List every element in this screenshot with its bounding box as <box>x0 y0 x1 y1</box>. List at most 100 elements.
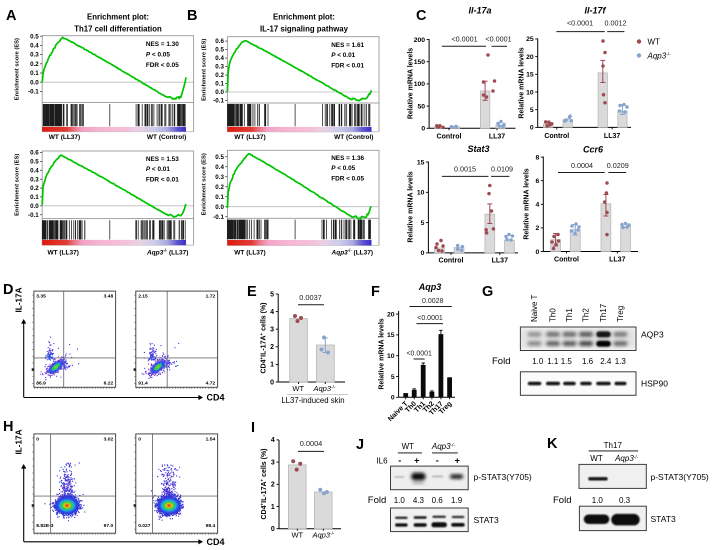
svg-text:0.1: 0.1 <box>215 194 224 201</box>
svg-text:D: D <box>3 282 13 298</box>
svg-text:-0.1: -0.1 <box>213 98 224 105</box>
svg-text:p-STAT3(Y705): p-STAT3(Y705) <box>474 472 532 482</box>
svg-text:WT: WT <box>292 384 304 393</box>
svg-text:LL37: LL37 <box>604 133 620 140</box>
svg-text:0.2: 0.2 <box>215 72 224 79</box>
svg-text:0.3: 0.3 <box>30 52 39 59</box>
svg-text:2: 2 <box>271 482 275 489</box>
svg-text:AQP3: AQP3 <box>641 330 664 340</box>
svg-text:4: 4 <box>270 309 274 316</box>
svg-text:100: 100 <box>414 81 426 88</box>
svg-text:0: 0 <box>536 249 540 256</box>
svg-text:3: 3 <box>270 327 274 334</box>
svg-text:0: 0 <box>270 379 274 386</box>
svg-text:WT (LL37): WT (LL37) <box>234 134 265 141</box>
svg-text:Aqp3-/-: Aqp3-/- <box>614 454 639 463</box>
svg-text:Relative mRNA levels: Relative mRNA levels <box>408 171 415 242</box>
svg-text:0: 0 <box>138 437 141 443</box>
svg-text:FDR < 0.05: FDR < 0.05 <box>331 175 364 182</box>
svg-text:98.4: 98.4 <box>206 523 216 529</box>
svg-text:2.4: 2.4 <box>600 357 612 366</box>
svg-text:Th2: Th2 <box>582 308 591 322</box>
svg-text:P < 0.01: P < 0.01 <box>146 166 170 173</box>
svg-text:HSP90: HSP90 <box>641 379 668 389</box>
svg-text:Enrichment plot:: Enrichment plot: <box>87 13 149 22</box>
svg-text:0.0: 0.0 <box>215 89 224 96</box>
svg-text:150: 150 <box>414 59 426 66</box>
svg-text:0.2: 0.2 <box>215 184 224 191</box>
svg-text:Th1: Th1 <box>565 308 574 322</box>
svg-text:0.4: 0.4 <box>30 43 39 50</box>
svg-text:4.72: 4.72 <box>206 380 216 386</box>
svg-text:Th0: Th0 <box>549 308 558 322</box>
svg-text:5: 5 <box>421 220 425 227</box>
svg-text:WT (Control): WT (Control) <box>334 134 373 141</box>
svg-text:1.0: 1.0 <box>394 496 406 505</box>
svg-text:-0.1: -0.1 <box>213 214 224 221</box>
svg-text:-: - <box>398 456 401 466</box>
svg-text:5: 5 <box>391 374 395 381</box>
svg-text:K: K <box>547 436 558 452</box>
svg-text:10: 10 <box>387 353 395 360</box>
svg-text:NES = 1.36: NES = 1.36 <box>331 155 364 162</box>
svg-text:FDR < 0.01: FDR < 0.01 <box>146 177 179 184</box>
svg-text:0.3: 0.3 <box>619 496 631 505</box>
svg-text:Enrichment score (ES): Enrichment score (ES) <box>15 154 21 216</box>
svg-text:Control: Control <box>544 133 569 140</box>
svg-text:1.1: 1.1 <box>547 357 559 366</box>
svg-text:0.0037: 0.0037 <box>299 293 322 302</box>
svg-text:5: 5 <box>530 107 534 114</box>
svg-text:FDR < 0.05: FDR < 0.05 <box>146 62 179 69</box>
svg-text:Relative mRNA levels: Relative mRNA levels <box>408 48 415 119</box>
svg-text:0.0: 0.0 <box>30 79 39 86</box>
svg-text:Il-17f: Il-17f <box>584 6 606 16</box>
svg-text:B: B <box>187 8 197 24</box>
svg-text:0.3: 0.3 <box>30 176 39 183</box>
svg-text:CD4+IL-17A+ cells (%): CD4+IL-17A+ cells (%) <box>259 302 268 373</box>
svg-text:0.1: 0.1 <box>30 70 39 77</box>
svg-text:1: 1 <box>270 362 274 369</box>
svg-text:1.0: 1.0 <box>532 357 544 366</box>
svg-text:0.0004: 0.0004 <box>571 161 593 170</box>
svg-text:Fold: Fold <box>553 495 571 506</box>
svg-text:0.3: 0.3 <box>215 174 224 181</box>
svg-text:-0.1: -0.1 <box>28 89 39 96</box>
svg-text:4: 4 <box>271 437 275 444</box>
svg-text:P < 0.01: P < 0.01 <box>331 52 355 59</box>
svg-text:IL-17 signaling pathway: IL-17 signaling pathway <box>260 24 349 33</box>
svg-text:LL37: LL37 <box>492 258 508 265</box>
svg-text:NES = 1.53: NES = 1.53 <box>146 156 179 163</box>
svg-text:H: H <box>3 419 13 435</box>
svg-text:1.6: 1.6 <box>582 357 594 366</box>
svg-text:Aqp3-/-: Aqp3-/- <box>431 442 456 451</box>
svg-text:Th17 cell differentiation: Th17 cell differentiation <box>74 24 162 33</box>
svg-text:J: J <box>356 437 364 453</box>
svg-text:25: 25 <box>526 36 534 43</box>
svg-text:5: 5 <box>270 291 274 298</box>
svg-text:+: + <box>414 456 419 466</box>
svg-text:Aqp3-/-: Aqp3-/- <box>647 51 672 60</box>
svg-text:WT: WT <box>402 442 415 451</box>
svg-text:1: 1 <box>271 504 275 511</box>
svg-text:P < 0.05: P < 0.05 <box>331 165 355 172</box>
svg-text:1.72: 1.72 <box>206 294 216 300</box>
svg-text:Treg: Treg <box>616 306 625 322</box>
svg-text:+: + <box>455 456 460 466</box>
svg-text:0: 0 <box>391 395 395 402</box>
svg-text:Th17: Th17 <box>604 441 623 450</box>
svg-text:97.0: 97.0 <box>104 523 114 529</box>
svg-text:FDR < 0.01: FDR < 0.01 <box>331 63 364 70</box>
svg-text:Ccr6: Ccr6 <box>583 145 604 155</box>
svg-text:IL-17A: IL-17A <box>15 287 24 312</box>
svg-text:<0.0001: <0.0001 <box>485 35 511 44</box>
svg-text:3.35: 3.35 <box>36 294 46 300</box>
svg-text:0.0: 0.0 <box>30 203 39 210</box>
svg-text:Naive T: Naive T <box>530 294 539 322</box>
svg-text:0.0015: 0.0015 <box>454 165 476 174</box>
svg-text:NES = 1.30: NES = 1.30 <box>146 41 179 48</box>
svg-text:3.02: 3.02 <box>104 437 114 443</box>
svg-text:15: 15 <box>526 72 534 79</box>
svg-text:Aqp3-/-: Aqp3-/- <box>312 384 335 393</box>
svg-text:0: 0 <box>530 125 534 132</box>
svg-text:NES = 1.61: NES = 1.61 <box>331 42 364 49</box>
